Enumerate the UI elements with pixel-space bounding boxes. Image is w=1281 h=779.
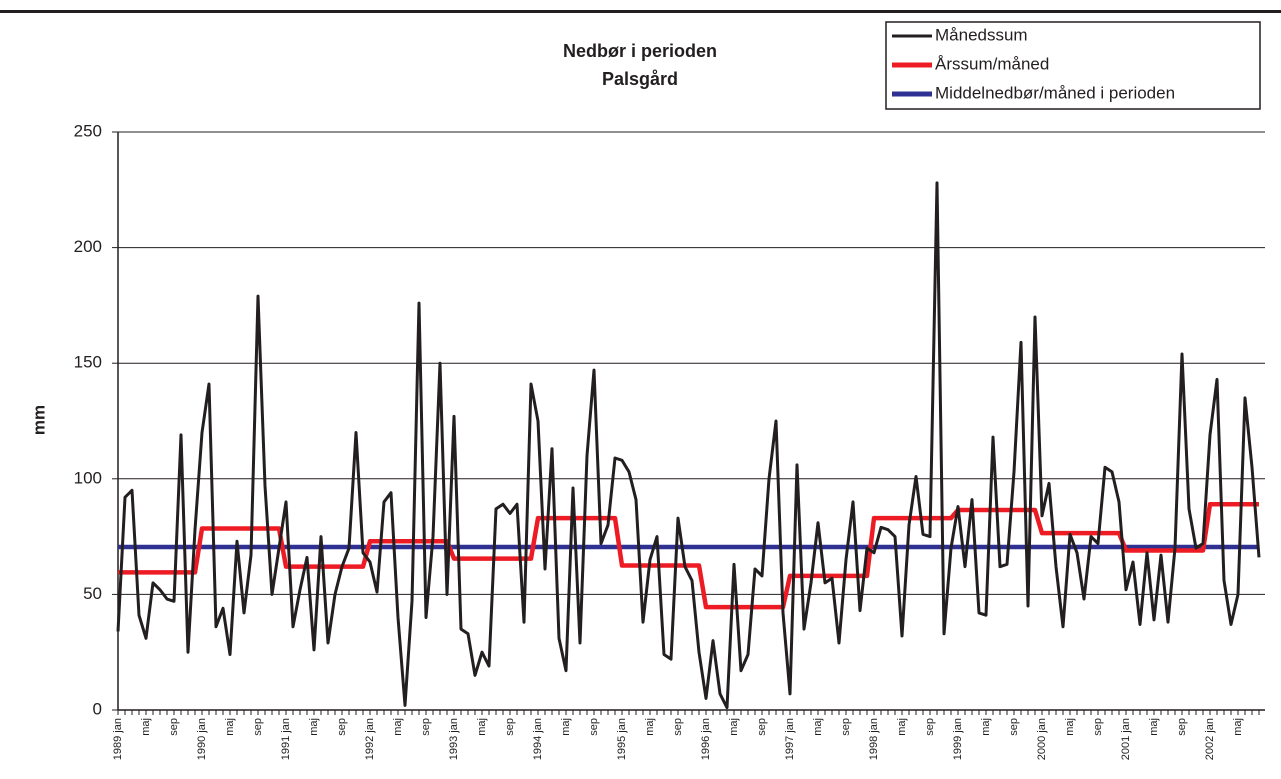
legend-box (885, 21, 1261, 110)
x-tick-label: sep (672, 718, 684, 736)
x-tick-label: sep (504, 718, 516, 736)
x-tick-label: maj (896, 718, 908, 736)
y-tick-label: 200 (74, 237, 102, 256)
x-tick-label: maj (476, 718, 488, 736)
x-tick-label: maj (1232, 718, 1244, 736)
x-tick-label: sep (1008, 718, 1020, 736)
x-tick-label: maj (308, 718, 320, 736)
series-line (116, 181, 1261, 710)
x-tick-label: 2002 jan (1204, 718, 1216, 760)
y-tick-label: 250 (74, 121, 102, 140)
x-tick-label: sep (252, 718, 264, 736)
y-tick-label: 0 (93, 699, 102, 718)
x-tick-label: sep (336, 718, 348, 736)
x-tick-label: maj (392, 718, 404, 736)
top-rule (0, 10, 1281, 13)
x-tick-label: 1992 jan (364, 718, 376, 760)
y-axis-label: mm (29, 405, 48, 435)
x-tick-label: sep (840, 718, 852, 736)
y-tick-label: 100 (74, 468, 102, 487)
x-tick-label: maj (560, 718, 572, 736)
chart-subtitle: Palsgård (602, 69, 678, 89)
x-tick-label: maj (644, 718, 656, 736)
x-tick-label: maj (1148, 718, 1160, 736)
x-tick-label: 1997 jan (784, 718, 796, 760)
x-tick-label: sep (168, 718, 180, 736)
y-tick-label: 150 (74, 353, 102, 372)
y-tick-label: 50 (83, 584, 102, 603)
x-tick-label: 1990 jan (196, 718, 208, 760)
x-tick-label: 2001 jan (1120, 718, 1132, 760)
x-tick-label: 1989 jan (112, 718, 124, 760)
chart-title: Nedbør i perioden (563, 41, 717, 61)
x-tick-label: 1991 jan (280, 718, 292, 760)
x-tick-label: sep (1176, 718, 1188, 736)
legend-label: Årssum/måned (935, 54, 1049, 73)
x-tick-label: 1999 jan (952, 718, 964, 760)
x-tick-label: maj (224, 718, 236, 736)
x-tick-label: sep (420, 718, 432, 736)
x-tick-label: 1996 jan (700, 718, 712, 760)
x-tick-label: sep (588, 718, 600, 736)
x-tick-label: 2000 jan (1036, 718, 1048, 760)
x-tick-label: sep (1092, 718, 1104, 736)
x-tick-label: sep (756, 718, 768, 736)
x-tick-label: maj (980, 718, 992, 736)
x-tick-label: maj (140, 718, 152, 736)
x-tick-label: 1994 jan (532, 718, 544, 760)
x-tick-label: sep (924, 718, 936, 736)
legend-label: Månedssum (935, 25, 1028, 44)
legend-label: Middelnedbør/måned i perioden (935, 83, 1175, 102)
x-tick-label: 1998 jan (868, 718, 880, 760)
x-tick-label: maj (728, 718, 740, 736)
x-tick-label: 1995 jan (616, 718, 628, 760)
x-tick-label: maj (812, 718, 824, 736)
x-tick-label: 1993 jan (448, 718, 460, 760)
x-tick-label: maj (1064, 718, 1076, 736)
